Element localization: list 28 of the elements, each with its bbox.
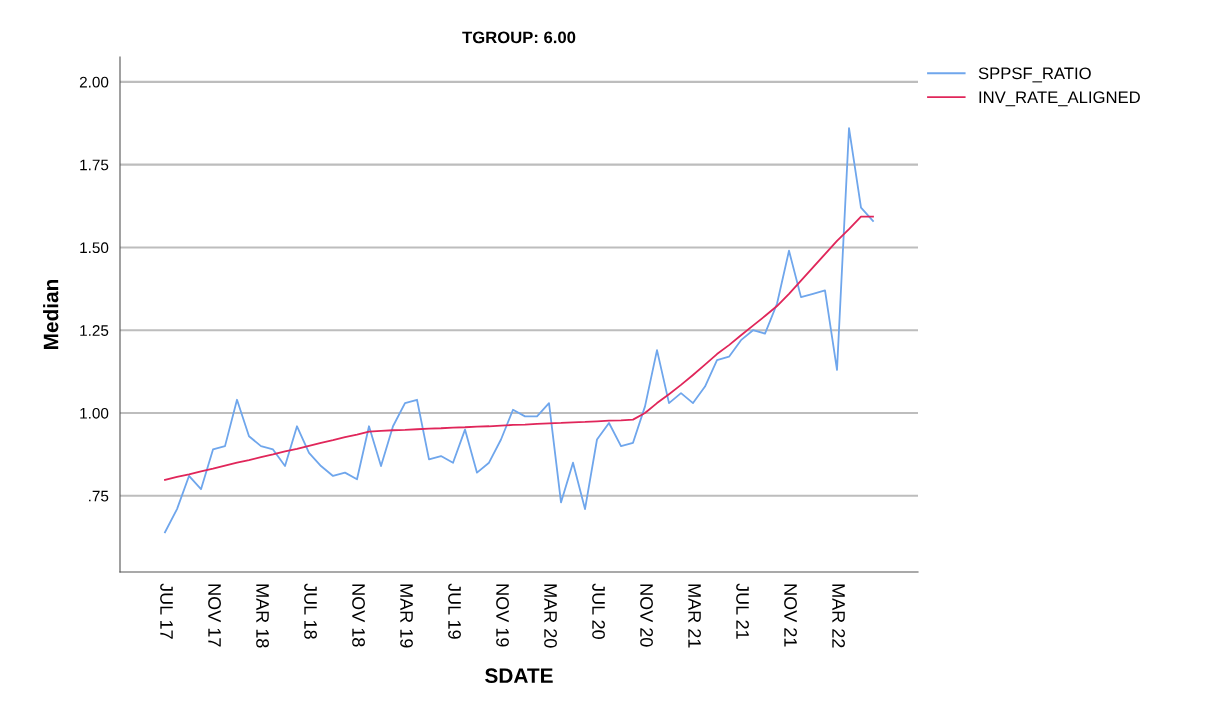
x-tick-label: NOV 18 — [352, 584, 365, 647]
x-tick-label: JUL 20 — [592, 583, 605, 639]
x-tick-label: MAR 21 — [688, 584, 701, 648]
y-axis-title: Median — [43, 279, 59, 349]
y-tick-label: 1.25 — [80, 325, 109, 336]
x-tick-label: JUL 21 — [736, 583, 749, 639]
x-tick-label: MAR 19 — [400, 584, 413, 648]
chart-title: TGROUP: 6.00 — [462, 31, 576, 44]
x-tick-label: NOV 20 — [640, 584, 653, 647]
x-tick-label: NOV 17 — [208, 584, 221, 647]
y-tick-label: 2.00 — [79, 76, 109, 88]
x-axis-title: SDATE — [485, 668, 553, 684]
x-tick-label: JUL 18 — [304, 583, 317, 639]
legend-label: INV_RATE_ALIGNED — [979, 91, 1140, 107]
y-tick-label: 1.50 — [80, 242, 109, 254]
x-tick-label: MAR 22 — [832, 584, 845, 648]
y-tick-label: 1.75 — [80, 159, 109, 171]
x-tick-label: NOV 21 — [784, 584, 797, 647]
x-tick-label: NOV 19 — [496, 584, 509, 647]
line-series — [164, 127, 874, 534]
x-tick-label: MAR 18 — [256, 584, 269, 648]
x-tick-label: JUL 19 — [448, 583, 461, 639]
line-series — [164, 215, 874, 481]
legend-label: SPPSF_RATIO — [978, 67, 1091, 83]
x-tick-label: MAR 20 — [544, 584, 557, 648]
y-tick-label: 1.00 — [80, 407, 109, 419]
x-tick-label: JUL 17 — [160, 583, 173, 639]
y-tick-label: .75 — [89, 490, 109, 502]
